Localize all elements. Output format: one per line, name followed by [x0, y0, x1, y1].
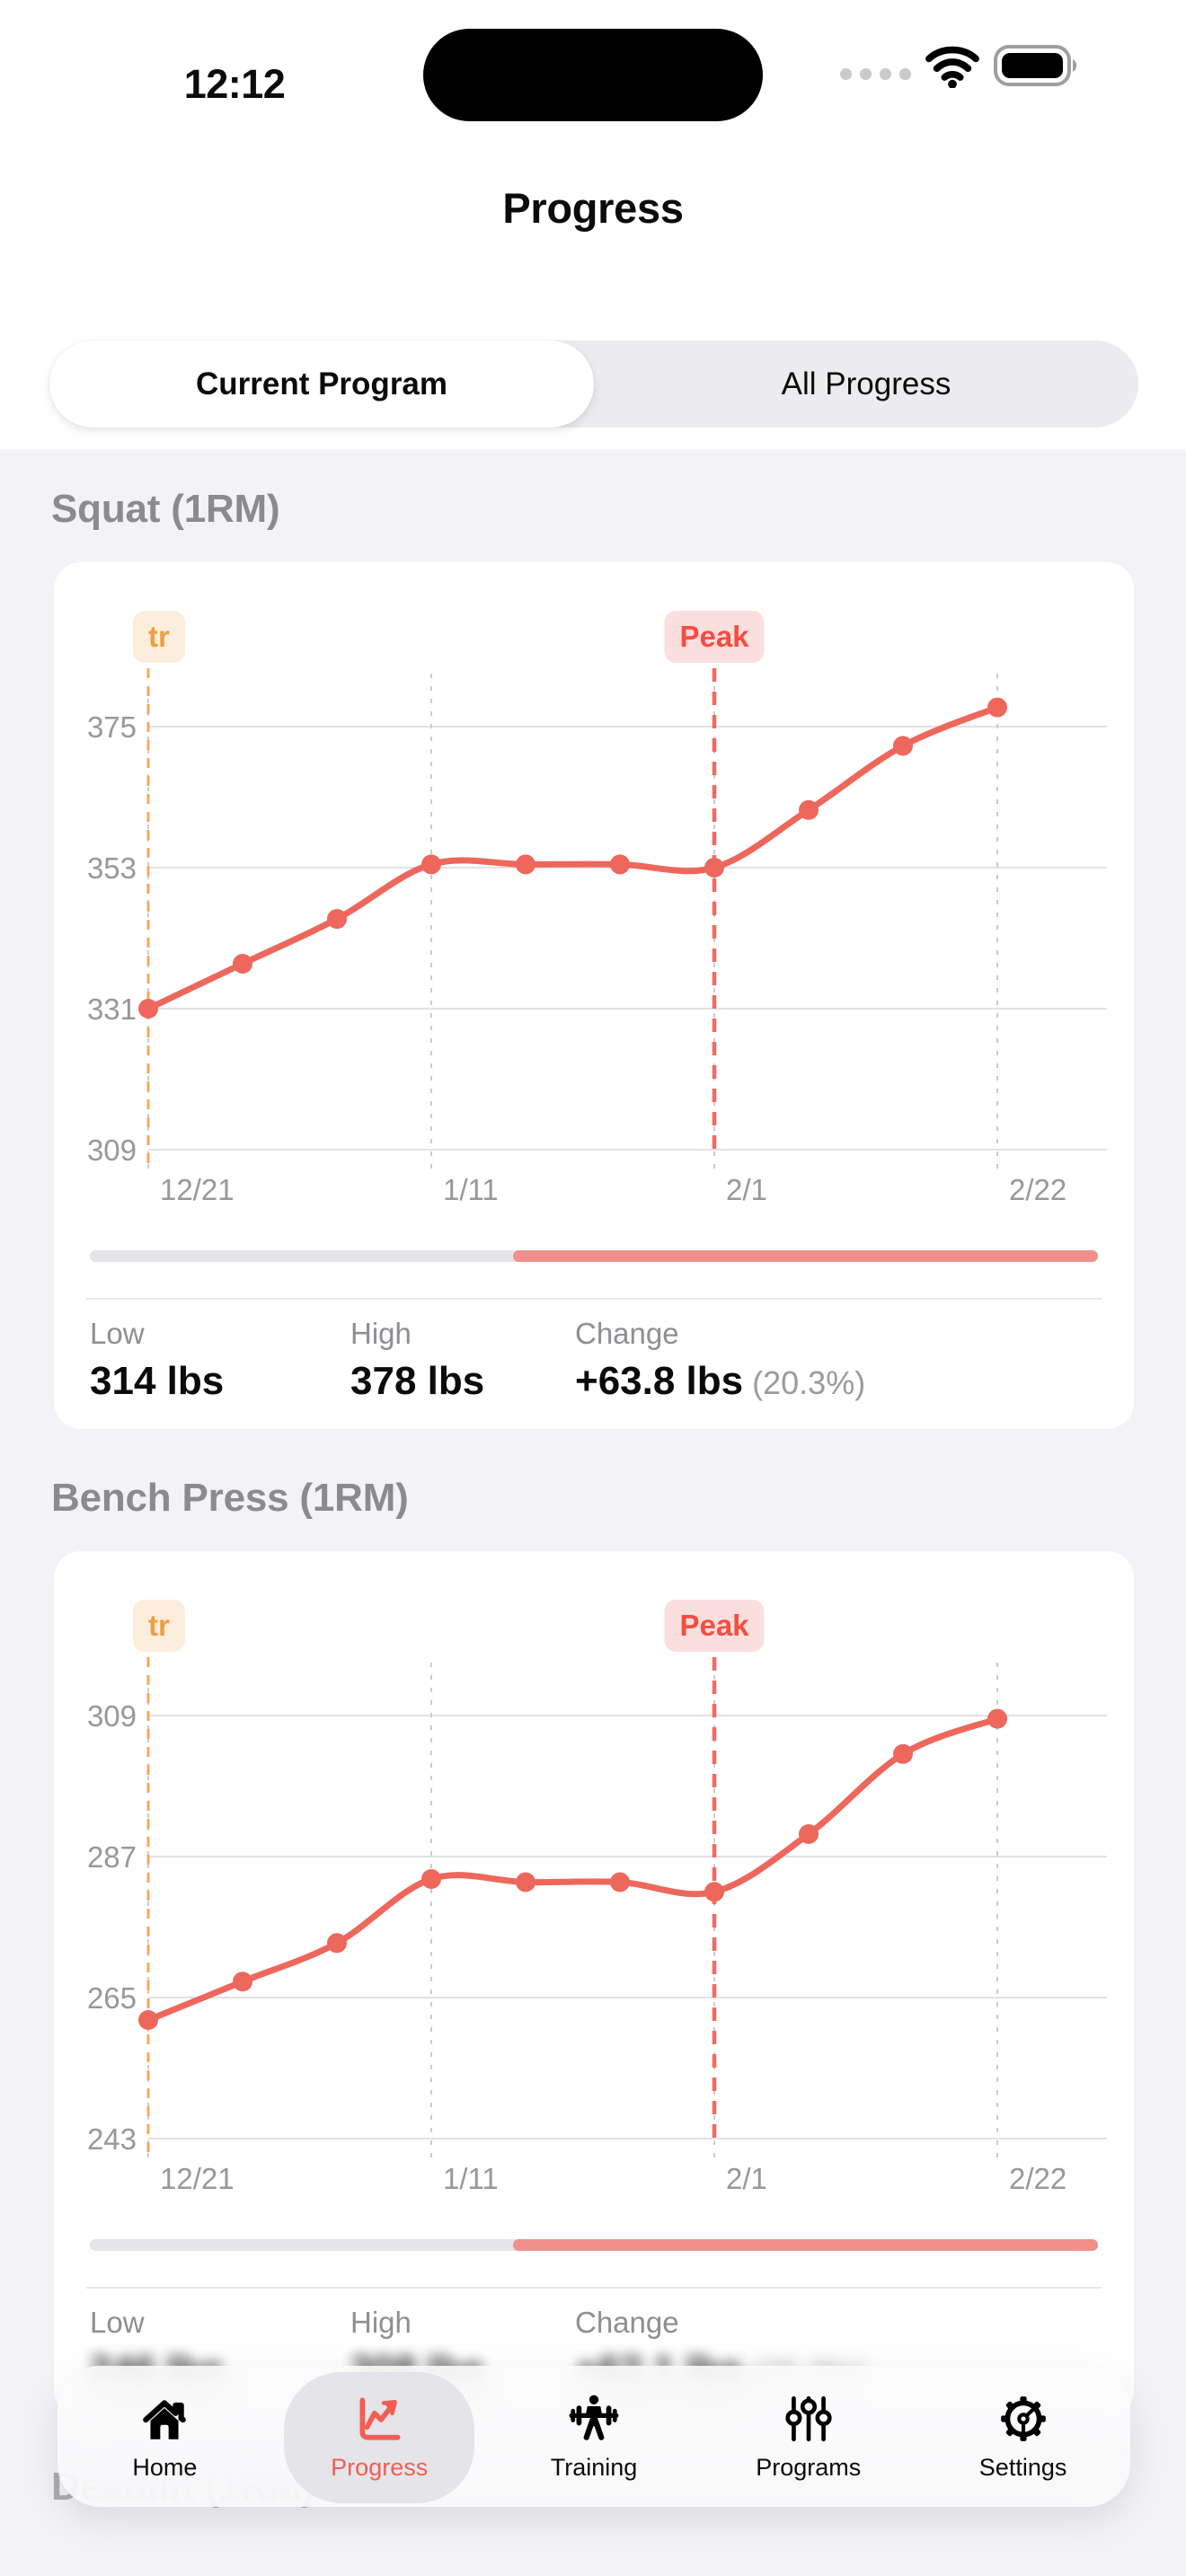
- annotation-badge-tr: tr: [133, 611, 185, 663]
- svg-text:2/22: 2/22: [1009, 1173, 1067, 1206]
- section-title-squat: Squat (1RM): [51, 487, 280, 531]
- tab-label: Progress: [331, 2454, 429, 2481]
- svg-text:287: 287: [87, 1840, 137, 1874]
- change-percent: (20.3%): [752, 1364, 866, 1401]
- tab-label: Home: [132, 2454, 198, 2481]
- annotation-badge-peak: Peak: [664, 611, 765, 663]
- line-chart-icon: [351, 2391, 407, 2447]
- squat-chart-card: tr Peak 375 353 331 309 12/21 1/11 2/1 2/22 Low…: [54, 562, 1134, 1429]
- svg-text:12/21: 12/21: [160, 2162, 235, 2195]
- change-label: Change: [575, 2306, 679, 2339]
- svg-text:2/1: 2/1: [726, 2162, 767, 2195]
- chart-annotation-row: tr Peak: [81, 611, 1107, 663]
- battery-icon: [994, 44, 1080, 92]
- cellular-signal-icon: [840, 67, 911, 80]
- chart-annotation-row: tr Peak: [81, 1600, 1107, 1652]
- change-label: Change: [575, 1317, 679, 1350]
- tab-label: Programs: [756, 2454, 862, 2481]
- bench-line-chart[interactable]: 309 287 265 243 12/21 1/11 2/1 2/22: [81, 1657, 1107, 2207]
- tab-bar: Home Progress Training: [58, 2366, 1130, 2507]
- low-value: 314 lbs: [90, 1359, 225, 1403]
- svg-text:243: 243: [87, 2122, 137, 2156]
- tab-programs[interactable]: Programs: [701, 2366, 916, 2507]
- annotation-badge-tr: tr: [133, 1600, 185, 1652]
- segment-current-program[interactable]: Current Program: [49, 340, 594, 428]
- chart-range-fill: [513, 2239, 1098, 2251]
- wifi-icon: [925, 43, 980, 93]
- section-title-bench: Bench Press (1RM): [51, 1476, 409, 1520]
- tab-progress[interactable]: Progress: [272, 2366, 487, 2507]
- tab-training[interactable]: Training: [487, 2366, 702, 2507]
- gear-icon: [996, 2391, 1051, 2447]
- chart-range-fill: [513, 1250, 1098, 1262]
- segmented-control: Current Program All Progress: [49, 340, 1138, 428]
- scroll-content[interactable]: Squat (1RM) tr Peak 375 353 331 309 12/21 1/1…: [0, 449, 1186, 2576]
- home-icon: [137, 2391, 192, 2447]
- high-label: High: [350, 1317, 412, 1350]
- bench-chart-card: tr Peak 309 287 265 243 12/21 1/11 2/1 2/22 Low…: [54, 1551, 1134, 2418]
- squat-line-chart[interactable]: 375 353 331 309 12/21 1/11 2/1 2/22: [81, 668, 1107, 1218]
- chart-range-scrollbar[interactable]: [90, 1250, 1098, 1262]
- stats-row: Low 314 lbs High 378 lbs Change +63.8 lb…: [81, 1316, 1107, 1407]
- segment-all-progress[interactable]: All Progress: [781, 366, 951, 401]
- svg-text:353: 353: [87, 851, 137, 885]
- svg-text:331: 331: [87, 992, 137, 1026]
- tab-label: Settings: [978, 2454, 1067, 2481]
- chart-range-scrollbar[interactable]: [90, 2239, 1098, 2251]
- svg-text:12/21: 12/21: [160, 1173, 235, 1206]
- svg-text:1/11: 1/11: [443, 1173, 499, 1206]
- page-title: Progress: [502, 184, 684, 232]
- change-value: +63.8 lbs (20.3%): [575, 1359, 866, 1403]
- svg-text:265: 265: [87, 1981, 137, 2015]
- svg-text:309: 309: [87, 1134, 137, 1167]
- high-label: High: [350, 2306, 412, 2339]
- divider: [86, 2287, 1102, 2289]
- annotation-badge-peak: Peak: [664, 1600, 765, 1652]
- divider: [86, 1298, 1102, 1300]
- clock-time: 12:12: [183, 61, 286, 107]
- dynamic-island: [423, 29, 763, 121]
- svg-text:2/1: 2/1: [726, 1173, 767, 1206]
- low-label: Low: [90, 1317, 145, 1350]
- svg-text:375: 375: [87, 710, 137, 744]
- status-indicators: [840, 0, 1080, 135]
- tab-settings[interactable]: Settings: [916, 2366, 1130, 2507]
- tab-home[interactable]: Home: [58, 2366, 272, 2507]
- svg-text:2/22: 2/22: [1009, 2162, 1067, 2195]
- low-label: Low: [90, 2306, 145, 2339]
- barbell-icon: [566, 2391, 622, 2447]
- svg-text:309: 309: [87, 1699, 137, 1733]
- svg-text:1/11: 1/11: [443, 2162, 499, 2195]
- tab-label: Training: [550, 2454, 638, 2481]
- high-value: 378 lbs: [350, 1359, 485, 1403]
- status-bar: 12:12: [0, 0, 1186, 135]
- sliders-icon: [781, 2391, 836, 2447]
